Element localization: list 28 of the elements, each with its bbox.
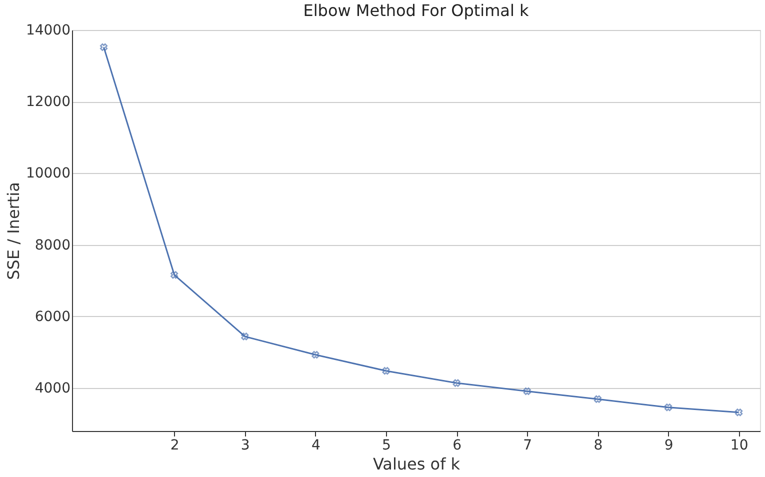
y-axis-title: SSE / Inertia: [4, 182, 23, 280]
x-tick-label: 10: [730, 438, 748, 454]
x-tick-label: 3: [240, 438, 250, 454]
chart-title: Elbow Method For Optimal k: [303, 1, 530, 20]
point: [735, 408, 743, 416]
y-tick-label: 8000: [34, 237, 70, 254]
point: [170, 271, 178, 279]
y-tick-label: 10000: [26, 166, 70, 182]
point: [100, 43, 108, 51]
point: [312, 350, 320, 359]
x-tick-label: 5: [382, 438, 391, 454]
x-tick-label: 4: [311, 438, 320, 454]
point: [523, 387, 531, 396]
x-axis-title: Values of k: [372, 454, 461, 474]
x-tick-label: 6: [452, 438, 462, 454]
x-tick-label: 7: [523, 438, 532, 454]
point: [594, 395, 602, 403]
point: [241, 332, 249, 340]
y-tick-label: 14000: [26, 22, 70, 38]
point: [452, 379, 460, 387]
x-tick-label: 9: [664, 438, 674, 454]
point: [382, 367, 390, 375]
x-tick-label: 8: [594, 438, 603, 454]
x-tick-label: 2: [170, 438, 180, 454]
y-tick-label: 6000: [34, 308, 70, 325]
point: [664, 404, 672, 412]
y-tick-label: 12000: [26, 94, 70, 110]
y-tick-label: 4000: [34, 380, 70, 397]
